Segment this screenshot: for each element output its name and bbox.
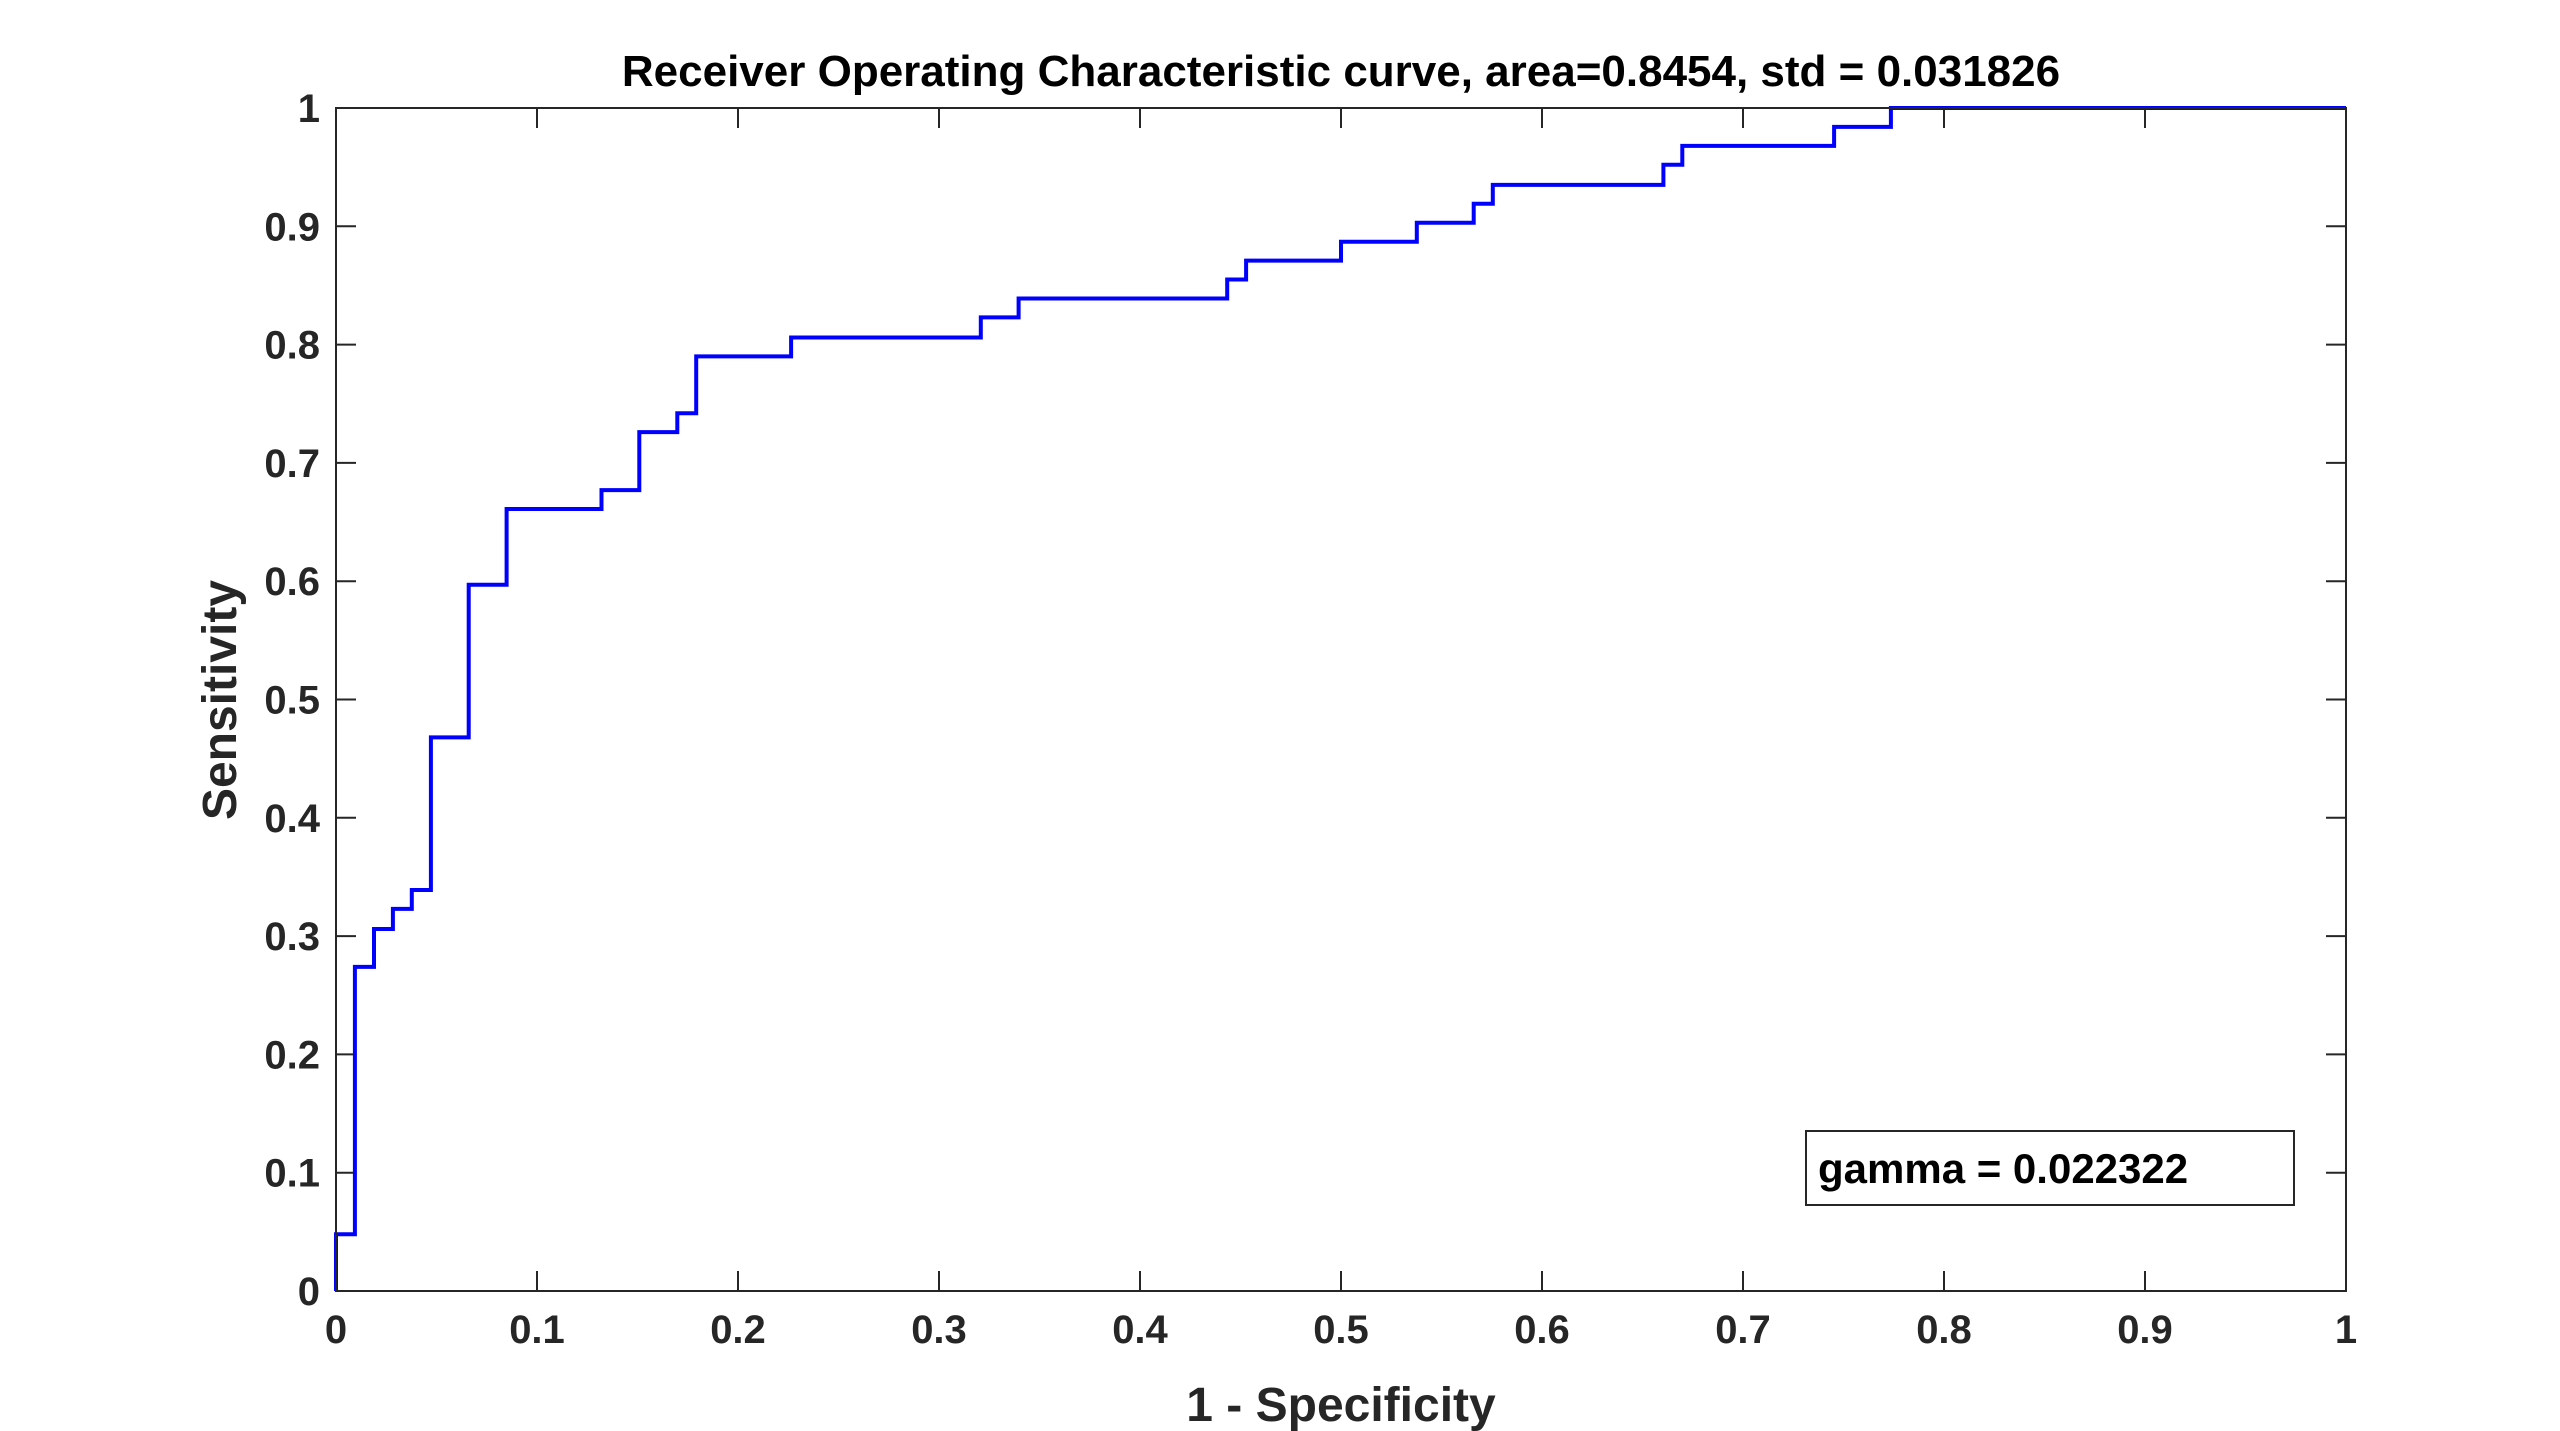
chart-title: Receiver Operating Characteristic curve,… <box>622 47 2060 96</box>
x-tick-labels: 0 0.1 0.2 0.3 0.4 0.5 0.6 0.7 0.8 0.9 1 <box>325 1308 2357 1352</box>
y-tick-label: 0.2 <box>264 1033 320 1077</box>
y-axis-label: Sensitivity <box>194 580 247 820</box>
x-tick-label: 0.6 <box>1514 1308 1570 1352</box>
gamma-annotation: gamma = 0.022322 <box>1818 1145 2188 1192</box>
y-tick-label: 0 <box>298 1270 320 1314</box>
x-tick-label: 0.9 <box>2117 1308 2173 1352</box>
roc-curve-line <box>334 106 2346 1291</box>
y-tick-label: 0.8 <box>264 324 320 368</box>
gamma-legend-box: gamma = 0.022322 <box>1805 1130 2295 1206</box>
x-tick-label: 0.7 <box>1715 1308 1771 1352</box>
legend-frame <box>1805 1130 2295 1206</box>
y-tick-label: 0.6 <box>264 560 320 604</box>
y-tick-label: 1 <box>298 87 320 131</box>
x-tick-label: 0.3 <box>911 1308 967 1352</box>
y-tick-label: 0.1 <box>264 1152 320 1196</box>
x-tick-label: 0.4 <box>1112 1308 1168 1352</box>
x-tick-label: 0.8 <box>1916 1308 1972 1352</box>
plot-background <box>336 108 2346 1291</box>
plot-frame <box>335 107 2347 1292</box>
y-tick-label: 0.5 <box>264 679 320 723</box>
x-tick-label: 0.2 <box>710 1308 766 1352</box>
y-tick-label: 0.9 <box>264 205 320 249</box>
x-tick-label: 0.5 <box>1313 1308 1369 1352</box>
x-tick-label: 0.1 <box>509 1308 565 1352</box>
y-tick-label: 0.7 <box>264 442 320 486</box>
x-axis-label: 1 - Specificity <box>1186 1379 1496 1431</box>
x-tick-label: 0 <box>325 1308 347 1352</box>
y-tick-labels: 0 0.1 0.2 0.3 0.4 0.5 0.6 0.7 0.8 0.9 1 <box>264 87 320 1314</box>
y-tick-label: 0.4 <box>264 797 320 841</box>
x-tick-label: 1 <box>2335 1308 2357 1352</box>
y-tick-label: 0.3 <box>264 915 320 959</box>
